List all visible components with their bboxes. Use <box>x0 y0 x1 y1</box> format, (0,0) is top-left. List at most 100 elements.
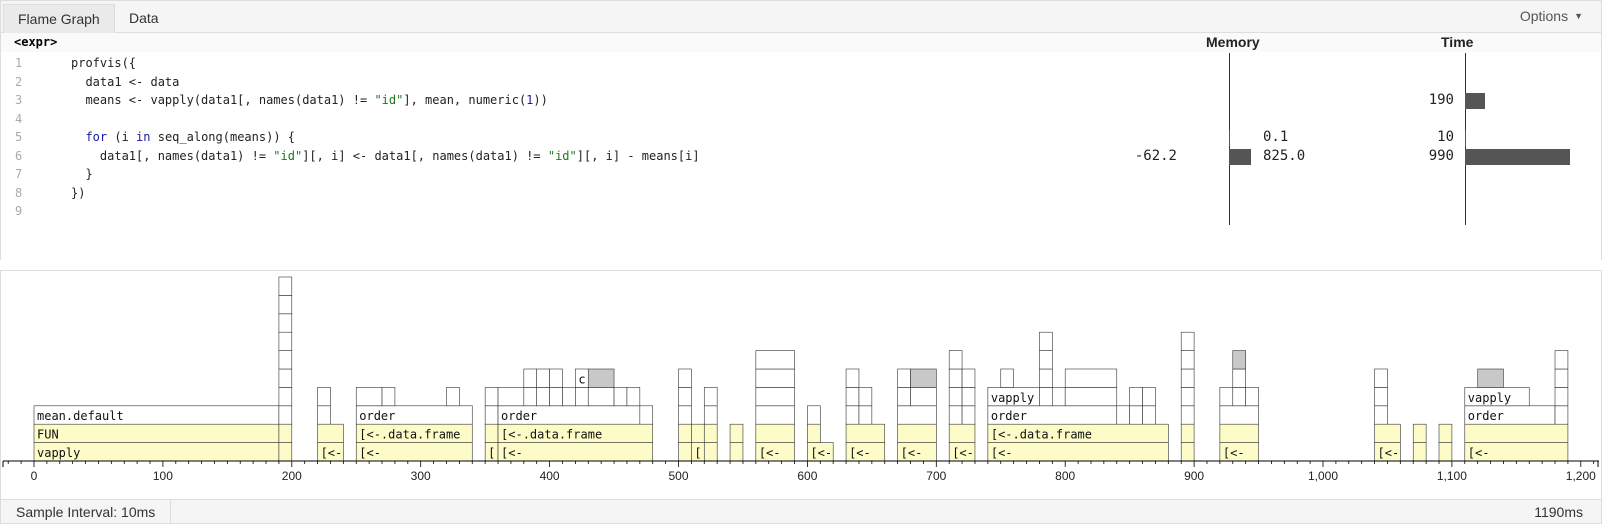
flame-cell[interactable] <box>1039 368 1053 388</box>
flame-cell[interactable]: order <box>1464 405 1556 425</box>
flame-cell[interactable] <box>897 405 937 425</box>
flame-cell[interactable] <box>678 387 692 407</box>
flame-cell[interactable]: [<- <box>948 442 976 462</box>
flame-cell[interactable]: [<- <box>1374 442 1401 462</box>
flame-cell[interactable] <box>1052 387 1066 407</box>
flame-cell[interactable] <box>278 331 293 351</box>
flame-cell[interactable] <box>613 387 628 407</box>
flame-cell[interactable]: [<-.data.frame <box>987 423 1169 443</box>
flame-cell[interactable] <box>639 405 654 425</box>
flame-cell[interactable]: c <box>575 368 589 388</box>
flame-cell[interactable] <box>484 423 499 443</box>
flame-cell[interactable] <box>381 387 396 407</box>
flame-cell[interactable] <box>1064 368 1118 388</box>
flame-cell[interactable] <box>1180 423 1195 443</box>
flame-cell[interactable] <box>536 387 550 407</box>
flame-cell[interactable] <box>484 387 499 407</box>
flame-cell[interactable] <box>961 368 976 388</box>
flame-cell[interactable] <box>587 368 615 388</box>
flame-cell[interactable] <box>278 350 293 370</box>
flame-cell[interactable] <box>755 405 795 425</box>
flame-cell[interactable] <box>278 387 293 407</box>
code-line[interactable]: 2 data1 <- data <box>1 73 1601 92</box>
flame-cell[interactable] <box>948 368 963 388</box>
flame-cell[interactable] <box>1180 350 1195 370</box>
flame-cell[interactable] <box>1180 368 1195 388</box>
flame-cell[interactable] <box>626 387 641 407</box>
flame-cell[interactable] <box>897 368 911 388</box>
flame-cell[interactable] <box>858 387 873 407</box>
flame-cell[interactable] <box>1039 387 1053 407</box>
flame-cell[interactable] <box>536 368 550 388</box>
flame-cell[interactable] <box>729 442 744 462</box>
flame-cell[interactable]: [<- <box>807 442 834 462</box>
flame-cell[interactable] <box>1142 405 1156 425</box>
flame-cell[interactable] <box>278 313 293 333</box>
flame-cell[interactable]: [<-.data.frame <box>497 423 654 443</box>
flame-cell[interactable] <box>678 405 692 425</box>
tab-data[interactable]: Data <box>129 10 159 26</box>
flame-cell[interactable] <box>678 442 692 462</box>
flame-cell[interactable] <box>678 423 692 443</box>
flame-cell[interactable] <box>1180 442 1195 462</box>
flame-cell[interactable]: [<- <box>755 442 795 462</box>
flame-cell[interactable]: order <box>987 405 1118 425</box>
flame-cell[interactable]: order <box>355 405 473 425</box>
flame-cell[interactable] <box>1438 442 1453 462</box>
flame-cell[interactable] <box>1064 387 1118 407</box>
flame-cell[interactable] <box>446 387 460 407</box>
flame-cell[interactable] <box>1039 350 1053 370</box>
flame-cell[interactable] <box>317 387 331 407</box>
code-line[interactable]: 8}) <box>1 184 1601 203</box>
flame-cell[interactable] <box>703 405 718 425</box>
flame-cell[interactable] <box>1477 368 1504 388</box>
flame-cell[interactable] <box>1245 387 1259 407</box>
flame-cell[interactable]: [<- <box>897 442 937 462</box>
flame-cell[interactable] <box>910 387 937 407</box>
code-line[interactable]: 4 <box>1 110 1601 129</box>
flame-cell[interactable] <box>587 387 615 407</box>
code-line[interactable]: 5 for (i in seq_along(means)) {0.1 10 <box>1 128 1601 147</box>
options-menu-button[interactable]: Options ▼ <box>1520 8 1583 24</box>
flame-cell[interactable] <box>1412 442 1427 462</box>
flame-cell[interactable] <box>1438 423 1453 443</box>
flame-cell[interactable]: vapply <box>987 387 1040 407</box>
flame-cell[interactable] <box>845 405 860 425</box>
flame-cell[interactable] <box>691 423 705 443</box>
flame-cell[interactable] <box>278 295 293 315</box>
flame-cell[interactable]: [<- <box>317 442 344 462</box>
flame-cell[interactable] <box>1554 387 1569 407</box>
code-line[interactable]: 7 } <box>1 165 1601 184</box>
flame-cell[interactable] <box>484 405 499 425</box>
flame-cell[interactable]: [ <box>484 442 499 462</box>
flame-cell[interactable] <box>910 368 937 388</box>
flame-cell[interactable] <box>948 423 976 443</box>
flame-cell[interactable] <box>549 368 563 388</box>
flame-cell[interactable] <box>278 423 293 443</box>
flame-cell[interactable] <box>961 387 976 407</box>
flame-cell[interactable] <box>1129 387 1143 407</box>
flame-cell[interactable] <box>1000 368 1014 388</box>
flame-cell[interactable] <box>278 276 293 296</box>
flame-cell[interactable] <box>497 387 525 407</box>
flame-cell[interactable]: [<- <box>845 442 886 462</box>
flame-cell[interactable] <box>523 368 538 388</box>
flame-cell[interactable]: [<- <box>1464 442 1569 462</box>
flame-cell[interactable] <box>845 387 860 407</box>
flame-cell[interactable] <box>317 423 344 443</box>
flame-cell[interactable]: mean.default <box>33 405 280 425</box>
flame-cell[interactable] <box>1219 405 1259 425</box>
flame-cell[interactable] <box>1374 405 1388 425</box>
flame-cell[interactable] <box>897 387 911 407</box>
code-line[interactable]: 1 profvis({ <box>1 54 1601 73</box>
flame-cell[interactable] <box>278 405 293 425</box>
flame-cell[interactable] <box>1374 387 1388 407</box>
flame-cell[interactable] <box>807 423 821 443</box>
flame-cell[interactable] <box>845 423 886 443</box>
flame-cell[interactable]: vapply <box>33 442 280 462</box>
flame-cell[interactable] <box>562 387 576 407</box>
flame-cell[interactable] <box>678 368 692 388</box>
flame-cell[interactable] <box>1116 405 1130 425</box>
flame-cell[interactable] <box>1412 423 1427 443</box>
flame-cell[interactable] <box>1219 387 1234 407</box>
